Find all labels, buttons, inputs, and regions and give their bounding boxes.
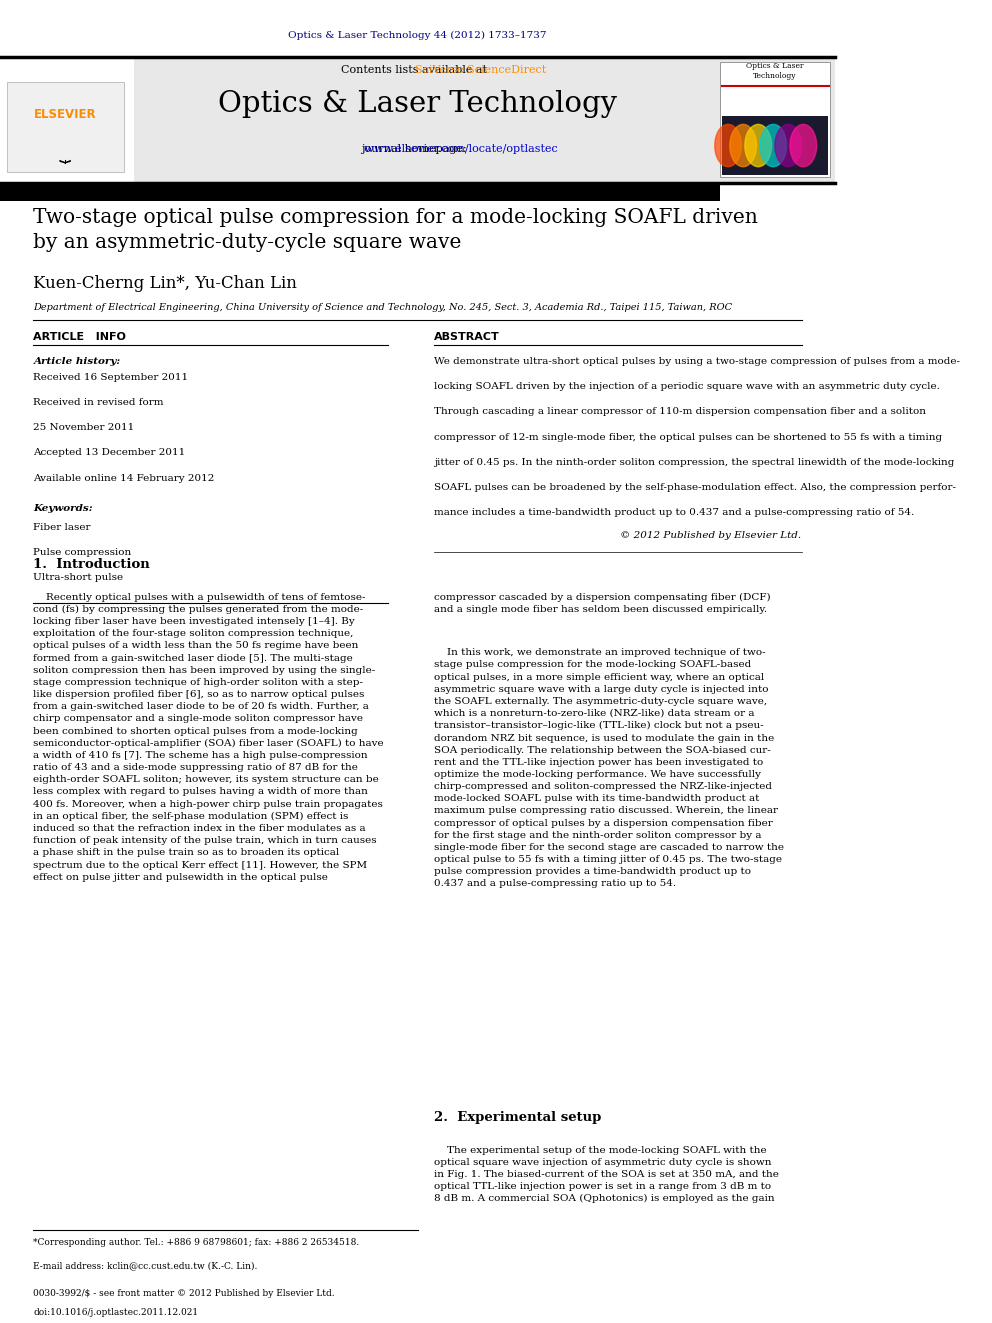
Text: The experimental setup of the mode-locking SOAFL with the
optical square wave in: The experimental setup of the mode-locki… (434, 1146, 779, 1204)
Text: Department of Electrical Engineering, China University of Science and Technology: Department of Electrical Engineering, Ch… (34, 303, 732, 312)
Circle shape (715, 124, 741, 167)
Bar (720, 62, 830, 177)
Bar (722, 116, 828, 175)
Text: SciVerse ScienceDirect: SciVerse ScienceDirect (289, 65, 547, 75)
Text: journal homepage:: journal homepage: (361, 144, 474, 155)
Text: mance includes a time-bandwidth product up to 0.437 and a pulse-compressing rati: mance includes a time-bandwidth product … (434, 508, 915, 517)
Text: compressor cascaded by a dispersion compensating fiber (DCF)
and a single mode f: compressor cascaded by a dispersion comp… (434, 593, 771, 614)
Text: Pulse compression: Pulse compression (34, 548, 132, 557)
Text: 0030-3992/$ - see front matter © 2012 Published by Elsevier Ltd.: 0030-3992/$ - see front matter © 2012 Pu… (34, 1289, 335, 1298)
Text: Ultra-short pulse: Ultra-short pulse (34, 573, 124, 582)
Text: © 2012 Published by Elsevier Ltd.: © 2012 Published by Elsevier Ltd. (621, 531, 802, 540)
Text: Kuen-Cherng Lin*, Yu-Chan Lin: Kuen-Cherng Lin*, Yu-Chan Lin (34, 275, 298, 292)
Text: www.elsevier.com/locate/optlastec: www.elsevier.com/locate/optlastec (277, 144, 558, 155)
Text: doi:10.1016/j.optlastec.2011.12.021: doi:10.1016/j.optlastec.2011.12.021 (34, 1308, 198, 1318)
Circle shape (775, 124, 802, 167)
Circle shape (760, 124, 787, 167)
Text: ELSEVIER: ELSEVIER (34, 108, 96, 122)
Text: Two-stage optical pulse compression for a mode-locking SOAFL driven
by an asymme: Two-stage optical pulse compression for … (34, 208, 758, 251)
Text: Contents lists available at: Contents lists available at (341, 65, 494, 75)
Text: In this work, we demonstrate an improved technique of two-
stage pulse compressi: In this work, we demonstrate an improved… (434, 648, 785, 888)
Text: ABSTRACT: ABSTRACT (434, 332, 500, 343)
Text: We demonstrate ultra-short optical pulses by using a two-stage compression of pu: We demonstrate ultra-short optical pulse… (434, 357, 960, 366)
Text: 1.  Introduction: 1. Introduction (34, 558, 150, 572)
Text: 25 November 2011: 25 November 2011 (34, 423, 135, 433)
Text: Accepted 13 December 2011: Accepted 13 December 2011 (34, 448, 186, 458)
Text: Received 16 September 2011: Received 16 September 2011 (34, 373, 188, 382)
Text: locking SOAFL driven by the injection of a periodic square wave with an asymmetr: locking SOAFL driven by the injection of… (434, 382, 940, 392)
Text: Keywords:: Keywords: (34, 504, 93, 513)
Text: Fiber laser: Fiber laser (34, 523, 91, 532)
Text: *Corresponding author. Tel.: +886 9 68798601; fax: +886 2 26534518.: *Corresponding author. Tel.: +886 9 6879… (34, 1238, 360, 1248)
Text: Received in revised form: Received in revised form (34, 398, 164, 407)
Bar (0, 183, 720, 201)
Text: jitter of 0.45 ps. In the ninth-order soliton compression, the spectral linewidt: jitter of 0.45 ps. In the ninth-order so… (434, 458, 954, 467)
Text: Optics & Laser Technology 44 (2012) 1733–1737: Optics & Laser Technology 44 (2012) 1733… (289, 30, 547, 40)
Text: SOAFL pulses can be broadened by the self-phase-modulation effect. Also, the com: SOAFL pulses can be broadened by the sel… (434, 483, 956, 492)
Circle shape (745, 124, 772, 167)
Text: Through cascading a linear compressor of 110-m dispersion compensation fiber and: Through cascading a linear compressor of… (434, 407, 927, 417)
Text: Recently optical pulses with a pulsewidth of tens of femtose-
cond (fs) by compr: Recently optical pulses with a pulsewidt… (34, 593, 384, 881)
Bar (0, 57, 134, 183)
Text: Available online 14 February 2012: Available online 14 February 2012 (34, 474, 215, 483)
Circle shape (730, 124, 757, 167)
Text: Optics & Laser Technology: Optics & Laser Technology (218, 90, 617, 118)
Text: Optics & Laser
Technology: Optics & Laser Technology (746, 62, 804, 79)
Bar (7, 82, 124, 172)
Text: ARTICLE   INFO: ARTICLE INFO (34, 332, 126, 343)
Text: E-mail address: kclin@cc.cust.edu.tw (K.-C. Lin).: E-mail address: kclin@cc.cust.edu.tw (K.… (34, 1261, 258, 1270)
Text: compressor of 12-m single-mode fiber, the optical pulses can be shortened to 55 : compressor of 12-m single-mode fiber, th… (434, 433, 942, 442)
Text: Article history:: Article history: (34, 357, 121, 366)
Text: 2.  Experimental setup: 2. Experimental setup (434, 1111, 601, 1125)
Circle shape (790, 124, 816, 167)
Bar (0, 57, 835, 183)
